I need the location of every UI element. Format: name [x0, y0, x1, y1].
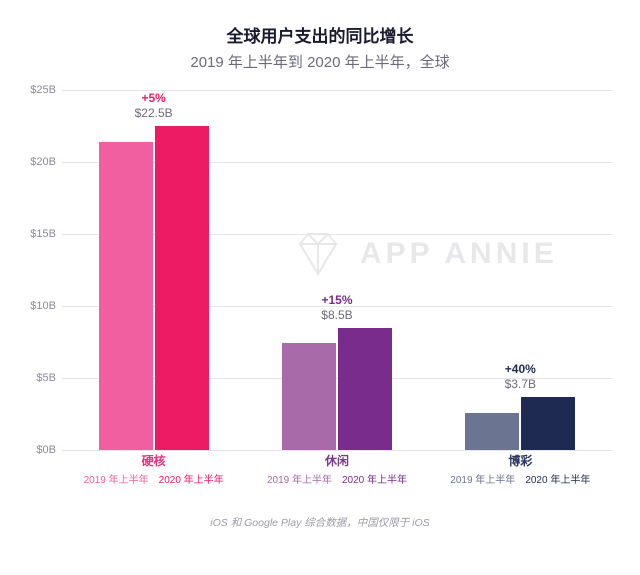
title-block: 全球用户支出的同比增长 2019 年上半年到 2020 年上半年，全球	[0, 0, 640, 72]
category-label: 硬核	[62, 452, 245, 469]
y-tick-label: $0B	[18, 444, 56, 456]
series-labels: 2019 年上半年 2020 年上半年	[429, 471, 612, 486]
series-label: 2020 年上半年	[525, 471, 590, 486]
bar	[338, 328, 392, 450]
y-tick-label: $15B	[18, 228, 56, 240]
value-label: $8.5B	[321, 308, 352, 322]
bar	[521, 397, 575, 450]
chart-subtitle: 2019 年上半年到 2020 年上半年，全球	[0, 51, 640, 72]
bar	[155, 126, 209, 450]
x-group: 博彩 2019 年上半年 2020 年上半年	[429, 452, 612, 486]
y-tick-label: $20B	[18, 156, 56, 168]
chart-area: $0B$5B$10B$15B$20B$25B +5%$22.5B+15%$8.5…	[62, 90, 612, 450]
bar-pair	[465, 397, 575, 450]
bar	[465, 413, 519, 450]
series-labels: 2019 年上半年 2020 年上半年	[245, 471, 428, 486]
bar-pair	[99, 126, 209, 450]
series-label: 2019 年上半年	[267, 471, 332, 486]
bar-annotation: +5%$22.5B	[135, 91, 173, 120]
series-label: 2020 年上半年	[159, 471, 224, 486]
bar-pair	[282, 328, 392, 450]
x-group: 硬核 2019 年上半年 2020 年上半年	[62, 452, 245, 486]
bar	[282, 343, 336, 450]
growth-percent: +5%	[135, 91, 173, 105]
bar-group: +40%$3.7B	[429, 90, 612, 450]
series-label: 2020 年上半年	[342, 471, 407, 486]
bar-group: +15%$8.5B	[245, 90, 428, 450]
y-tick-label: $25B	[18, 84, 56, 96]
x-group: 休闲 2019 年上半年 2020 年上半年	[245, 452, 428, 486]
bar-group: +5%$22.5B	[62, 90, 245, 450]
series-label: 2019 年上半年	[84, 471, 149, 486]
bar-annotation: +40%$3.7B	[505, 362, 536, 391]
growth-percent: +40%	[505, 362, 536, 376]
category-label: 博彩	[429, 452, 612, 469]
bar-annotation: +15%$8.5B	[321, 293, 352, 322]
growth-percent: +15%	[321, 293, 352, 307]
value-label: $22.5B	[135, 106, 173, 120]
x-axis: 硬核 2019 年上半年 2020 年上半年 休闲 2019 年上半年 2020 年上半年…	[62, 452, 612, 486]
footnote: iOS 和 Google Play 综合数据，中国仅限于 iOS	[0, 515, 640, 530]
series-label: 2019 年上半年	[450, 471, 515, 486]
bar-groups: +5%$22.5B +15%$8.5B +40%$3.7B	[62, 90, 612, 450]
chart-title: 全球用户支出的同比增长	[0, 22, 640, 47]
bar	[99, 142, 153, 450]
y-tick-label: $10B	[18, 300, 56, 312]
value-label: $3.7B	[505, 377, 536, 391]
category-label: 休闲	[245, 452, 428, 469]
y-tick-label: $5B	[18, 372, 56, 384]
series-labels: 2019 年上半年 2020 年上半年	[62, 471, 245, 486]
gridline	[62, 450, 612, 451]
